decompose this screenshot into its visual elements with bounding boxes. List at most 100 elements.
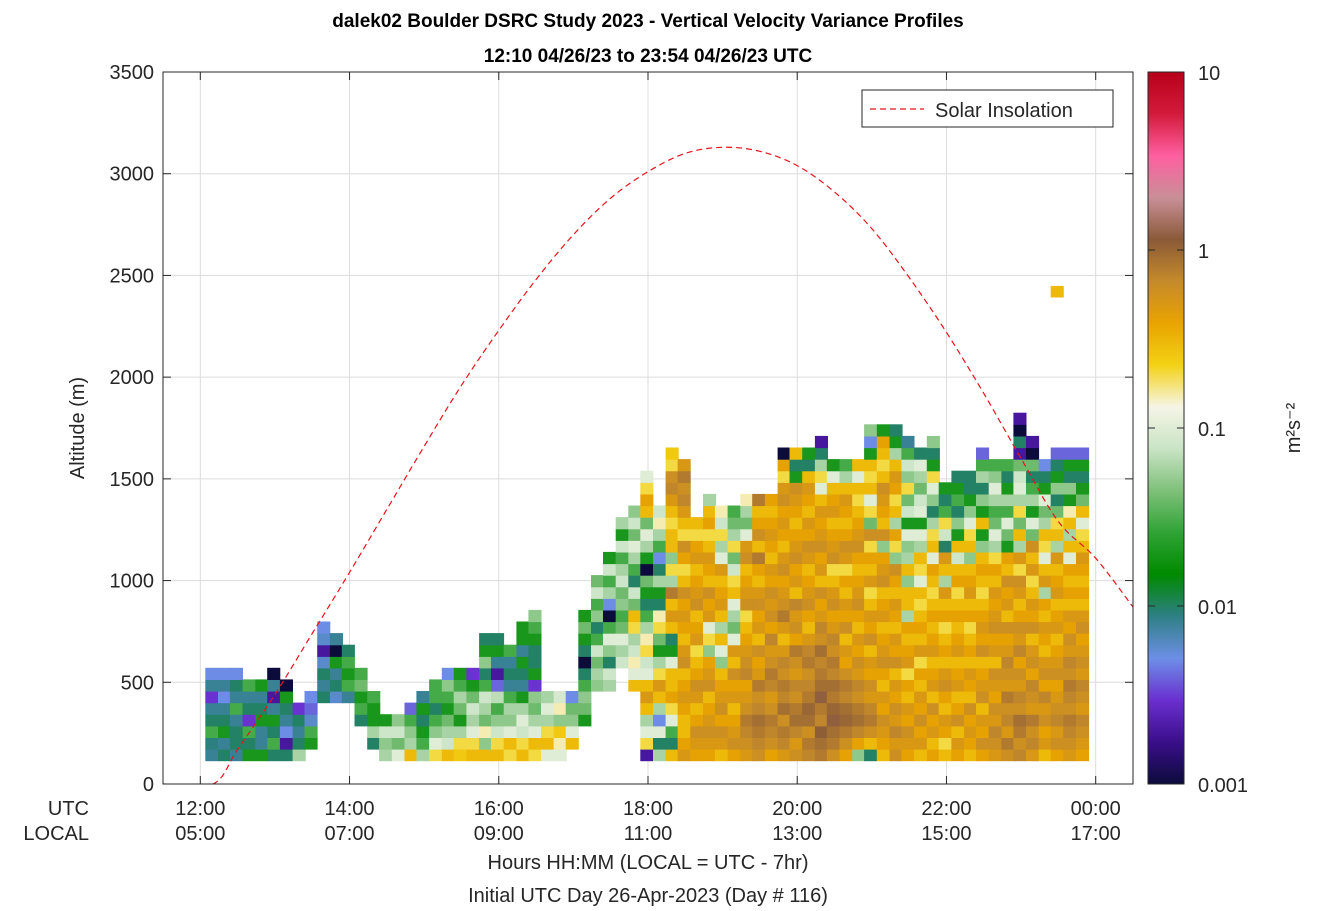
heatmap-cell [628,517,642,530]
heatmap-cell [876,749,890,762]
heatmap-cell [802,633,816,646]
heatmap-cell [528,749,542,762]
heatmap-cell [951,505,965,518]
heatmap-cell [1001,505,1015,518]
heatmap-cell [628,609,642,623]
heatmap-cell [926,702,940,715]
heatmap-cell [764,725,778,738]
heatmap-cell [653,609,667,623]
heatmap-cell [839,691,853,704]
heatmap-cell [938,586,952,599]
heatmap-cell [777,656,791,669]
colorbar-tick-label: 0.001 [1198,775,1248,797]
heatmap-cell [218,714,232,727]
heatmap-cell [1063,470,1077,483]
heatmap-cell [404,702,418,715]
heatmap-cell [740,656,754,669]
heatmap-cell [1013,424,1027,437]
heatmap-cell [814,575,828,588]
heatmap-cell [839,540,853,553]
heatmap-cell [279,702,293,715]
heatmap-cell [864,517,878,530]
heatmap-cell [690,609,704,623]
heatmap-cell [740,714,754,727]
heatmap-cell [218,737,232,750]
heatmap-cell [789,633,803,646]
heatmap-cell [453,749,467,762]
heatmap-cell [802,493,816,507]
heatmap-cell [864,644,878,657]
heatmap-cell [852,586,866,599]
heatmap-cell [802,598,816,611]
heatmap-cell [677,679,691,692]
heatmap-cell [852,621,866,634]
heatmap-cell [839,482,853,495]
heatmap-cell [901,691,915,704]
heatmap-cell [814,644,828,657]
heatmap-cell [1050,679,1064,692]
heatmap-cell [218,725,232,738]
heatmap-cell [677,551,691,565]
heatmap-cell [1050,517,1064,530]
heatmap-cell [876,424,890,437]
colorbar-tick-label: 1 [1198,241,1209,263]
heatmap-cell [876,609,890,623]
heatmap-cell [1076,540,1090,553]
heatmap-cell [1013,551,1027,565]
heatmap-cell [1013,412,1027,425]
heatmap-cell [826,505,840,518]
heatmap-cell [752,725,766,738]
heatmap-cell [1026,679,1040,692]
heatmap-cell [964,575,978,588]
heatmap-cell [1001,714,1015,727]
heatmap-cell [453,679,467,692]
heatmap-cell [628,551,642,565]
heatmap-cell [1013,435,1027,449]
heatmap-cell [677,633,691,646]
heatmap-cell [528,725,542,738]
heatmap-cell [852,725,866,738]
heatmap-cell [889,737,903,750]
heatmap-cell [578,644,592,657]
heatmap-cell [491,725,505,738]
heatmap-cell [1063,459,1077,472]
heatmap-cell [839,621,853,634]
heatmap-cell [988,737,1002,750]
heatmap-cell [1050,575,1064,588]
heatmap-cell [852,563,866,576]
heatmap-cell [628,528,642,541]
heatmap-cell [1013,667,1027,680]
heatmap-cell [988,470,1002,483]
heatmap-cell [752,493,766,507]
heatmap-cell [591,633,605,646]
heatmap-cell [964,563,978,576]
heatmap-cell [603,551,617,565]
heatmap-cell [1013,470,1027,483]
heatmap-cell [690,667,704,680]
heatmap-cell [1038,725,1052,738]
heatmap-cell [976,482,990,495]
heatmap-cell [653,749,667,762]
heatmap-cell [752,575,766,588]
heatmap-cell [802,644,816,657]
heatmap-cell [938,493,952,507]
heatmap-cell [703,725,717,738]
heatmap-cell [926,447,940,460]
heatmap-cell [1001,667,1015,680]
heatmap-cell [727,528,741,541]
heatmap-cell [752,749,766,762]
heatmap-cell [976,575,990,588]
heatmap-cell [665,551,679,565]
heatmap-cell [926,470,940,483]
heatmap-cell [1063,656,1077,669]
heatmap-cell [914,621,928,634]
heatmap-cell [876,656,890,669]
heatmap-cell [354,714,368,727]
heatmap-cell [1026,563,1040,576]
heatmap-cell [826,563,840,576]
heatmap-cell [839,749,853,762]
heatmap-cell [640,482,654,495]
heatmap-cell [441,702,455,715]
heatmap-cell [665,517,679,530]
heatmap-cell [479,691,493,704]
